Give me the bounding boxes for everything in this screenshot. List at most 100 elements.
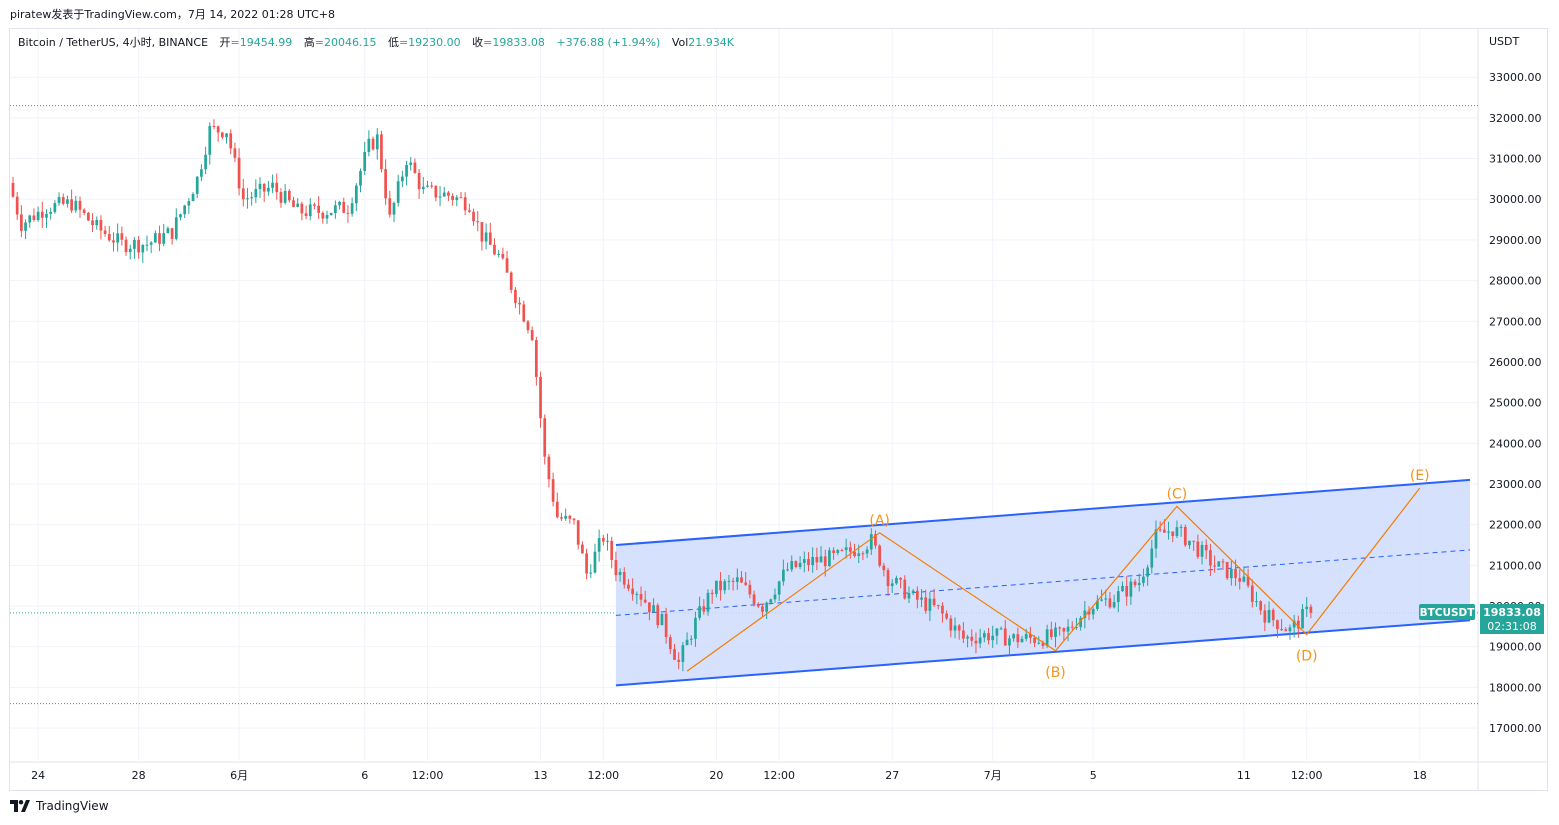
candle-up — [1255, 601, 1258, 603]
candle-down — [1250, 585, 1254, 602]
candle-up — [392, 202, 396, 215]
candle-up — [28, 215, 32, 223]
candle-down — [1271, 609, 1275, 621]
candle-up — [1045, 629, 1049, 646]
candle-up — [195, 176, 199, 194]
candle-down — [530, 330, 534, 341]
candle-up — [828, 550, 831, 567]
candle-down — [317, 205, 320, 213]
candle-down — [346, 212, 350, 214]
candle-up — [1129, 581, 1133, 597]
tradingview-logo-icon — [10, 800, 30, 812]
candle-down — [832, 550, 835, 554]
candle-up — [338, 201, 341, 206]
candle-up — [920, 597, 923, 600]
candle-up — [359, 170, 362, 186]
price-tick-label: 24000.00 — [1489, 437, 1542, 450]
time-axis[interactable]: 24 28 6月 6 12:00 13 12:00 20 12:00 27 7月 5 11 12:00 18 — [31, 769, 1427, 782]
candle-up — [1104, 598, 1108, 600]
candle-up — [53, 203, 57, 213]
candle-up — [250, 197, 254, 199]
candle-up — [1188, 540, 1191, 546]
candle-down — [932, 598, 936, 606]
candle-down — [568, 515, 572, 519]
candle-up — [1012, 634, 1016, 639]
candle-up — [694, 617, 697, 639]
candle-up — [1091, 608, 1095, 615]
candle-up — [166, 228, 170, 234]
candle-up — [153, 233, 157, 243]
candle-up — [66, 199, 69, 204]
candle-down — [627, 584, 630, 589]
candle-up — [367, 138, 371, 152]
candle-up — [769, 599, 773, 603]
candle-up — [1079, 618, 1082, 628]
candle-up — [1024, 634, 1028, 639]
candle-up — [183, 205, 187, 215]
candle-up — [1154, 529, 1158, 549]
candle-up — [1083, 610, 1087, 619]
candle-down — [1221, 561, 1225, 563]
candle-up — [995, 628, 999, 636]
candle-up — [24, 222, 27, 231]
time-tick-label: 11 — [1237, 769, 1251, 782]
candle-up — [689, 638, 693, 640]
candle-up — [128, 248, 132, 253]
candle-down — [1049, 629, 1053, 637]
ticker-tag-bg — [1419, 604, 1475, 620]
candle-down — [388, 198, 392, 215]
candle-up — [819, 556, 823, 563]
candle-up — [204, 154, 207, 170]
candle-up — [790, 561, 794, 570]
candle-down — [840, 550, 844, 552]
candle-down — [631, 588, 635, 595]
candle-down — [794, 561, 798, 568]
candle-up — [865, 549, 869, 554]
candle-up — [777, 581, 781, 595]
candle-down — [70, 199, 73, 211]
candle-down — [91, 220, 94, 226]
candle-down — [262, 183, 266, 192]
candle-down — [823, 556, 827, 567]
candle-down — [1041, 642, 1045, 646]
candle-up — [1229, 568, 1233, 579]
candle-up — [618, 571, 622, 576]
candle-down — [112, 240, 115, 243]
price-tick-label: 27000.00 — [1489, 315, 1542, 328]
candle-down — [107, 233, 111, 241]
wave-annotations[interactable]: (A) (B) (C) (D) (E) — [686, 468, 1430, 681]
candle-down — [380, 134, 383, 170]
chart-frame — [9, 28, 1548, 791]
candle-down — [1213, 565, 1216, 567]
candle-up — [225, 133, 228, 138]
candle-up — [991, 635, 995, 641]
wave-path — [686, 487, 1421, 672]
candle-down — [614, 560, 618, 576]
time-tick-label: 28 — [132, 769, 146, 782]
candle-up — [57, 197, 61, 204]
wave-label: (A) — [869, 513, 890, 529]
candle-down — [1108, 598, 1112, 608]
candle-down — [417, 172, 421, 190]
candle-down — [220, 132, 224, 138]
candle-up — [116, 233, 120, 243]
candle-up — [409, 162, 413, 165]
candle-up — [438, 196, 442, 198]
candle-down — [874, 534, 877, 546]
candle-down — [648, 602, 651, 613]
candle-down — [342, 201, 346, 213]
candle-up — [869, 534, 873, 550]
candle-down — [501, 253, 505, 259]
price-tick-label: 28000.00 — [1489, 275, 1542, 288]
candle-up — [1179, 526, 1183, 528]
candle-down — [15, 196, 19, 215]
candle-down — [1259, 601, 1263, 611]
candle-down — [20, 214, 23, 231]
parallel-channel[interactable] — [615, 478, 1471, 687]
candle-up — [1217, 561, 1221, 567]
candle-down — [987, 633, 990, 641]
candle-down — [279, 192, 283, 203]
time-tick-label: 12:00 — [587, 769, 619, 782]
candle-up — [208, 126, 212, 155]
